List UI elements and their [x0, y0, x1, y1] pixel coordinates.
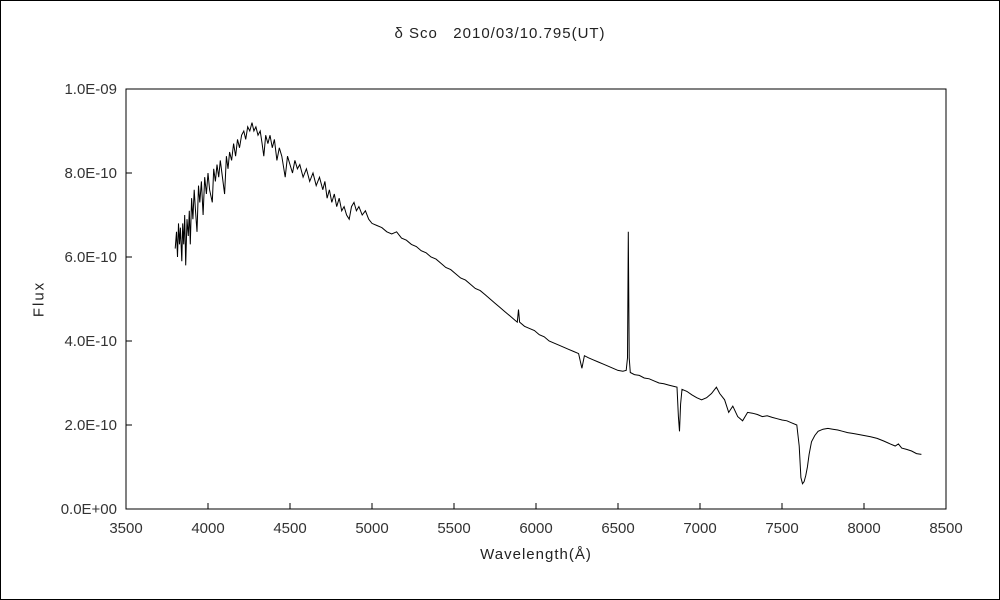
- x-tick-label: 5000: [355, 520, 388, 537]
- x-tick-label: 8500: [929, 520, 962, 537]
- x-tick-label: 5500: [437, 520, 470, 537]
- chart-title: δ Sco 2010/03/10.795(UT): [394, 25, 606, 42]
- plot-frame: [125, 88, 947, 510]
- y-tick-label: 2.0E-10: [64, 417, 117, 434]
- x-tick-label: 6500: [601, 520, 634, 537]
- x-tick-label: 4500: [273, 520, 306, 537]
- y-tick-label: 1.0E-09: [64, 81, 117, 98]
- x-axis-label: Wavelength(Å): [480, 546, 592, 563]
- y-tick-label: 4.0E-10: [64, 333, 117, 350]
- y-tick-label: 6.0E-10: [64, 249, 117, 266]
- y-tick-label: 8.0E-10: [64, 165, 117, 182]
- x-tick-label: 4000: [191, 520, 224, 537]
- spectrum-line: [174, 122, 922, 485]
- x-tick-label: 6000: [519, 520, 552, 537]
- x-tick-label: 3500: [109, 520, 142, 537]
- x-tick-label: 7000: [683, 520, 716, 537]
- y-tick-label: 0.0E+00: [61, 501, 117, 518]
- x-tick-label: 8000: [847, 520, 880, 537]
- y-axis-label: Flux: [30, 280, 48, 318]
- x-tick-label: 7500: [765, 520, 798, 537]
